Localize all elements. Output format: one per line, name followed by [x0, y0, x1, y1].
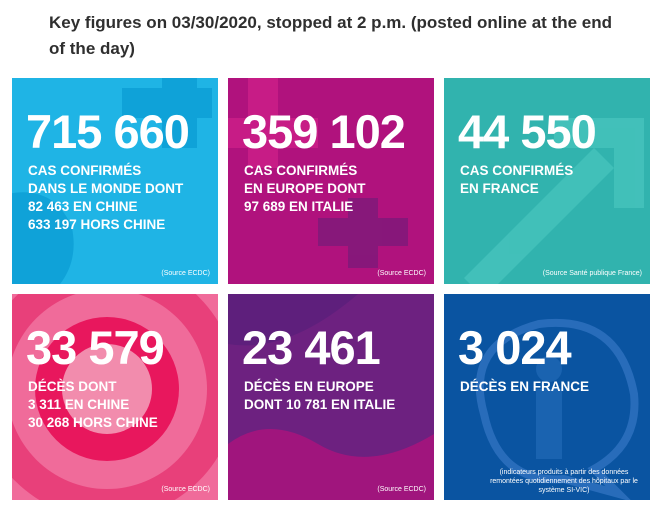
card-source: (Source Santé publique France) — [542, 270, 642, 277]
card-line: 30 268 HORS CHINE — [28, 415, 158, 430]
card-europe-deaths: 23 461 DÉCÈS EN EUROPE DONT 10 781 EN IT… — [228, 294, 434, 500]
card-source: (indicateurs produits à partir des donné… — [490, 469, 638, 494]
key-figures-grid: 715 660 CAS CONFIRMÉS DANS LE MONDE DONT… — [12, 78, 652, 503]
card-description: DÉCÈS DONT 3 311 EN CHINE 30 268 HORS CH… — [28, 378, 158, 432]
card-description: CAS CONFIRMÉS EN EUROPE DONT 97 689 EN I… — [244, 162, 366, 216]
card-world-confirmed: 715 660 CAS CONFIRMÉS DANS LE MONDE DONT… — [12, 78, 218, 284]
card-europe-confirmed: 359 102 CAS CONFIRMÉS EN EUROPE DONT 97 … — [228, 78, 434, 284]
card-line: EN EUROPE DONT — [244, 181, 366, 196]
card-number: 3 024 — [458, 321, 572, 374]
card-source: (Source ECDC) — [161, 486, 210, 493]
numeral-background-graphic — [12, 78, 212, 284]
card-line: CAS CONFIRMÉS — [28, 163, 142, 178]
card-line: CAS CONFIRMÉS — [244, 163, 358, 178]
card-france-deaths: 3 024 DÉCÈS EN FRANCE (indicateurs produ… — [444, 294, 650, 500]
card-description: DÉCÈS EN EUROPE DONT 10 781 EN ITALIE — [244, 378, 395, 414]
wave-background-graphic — [228, 294, 434, 500]
card-world-deaths: 33 579 DÉCÈS DONT 3 311 EN CHINE 30 268 … — [12, 294, 218, 500]
card-line: 3 311 EN CHINE — [28, 397, 130, 412]
card-line: DÉCÈS EN EUROPE — [244, 379, 374, 394]
card-number: 359 102 — [242, 105, 406, 158]
info-bubble-background-graphic — [475, 318, 639, 500]
card-description: CAS CONFIRMÉS DANS LE MONDE DONT 82 463 … — [28, 162, 183, 234]
card-line: EN FRANCE — [460, 181, 539, 196]
card-number: 44 550 — [458, 105, 597, 158]
card-number: 23 461 — [242, 321, 381, 374]
card-number: 33 579 — [26, 321, 165, 374]
card-source: (Source ECDC) — [377, 486, 426, 493]
card-line: CAS CONFIRMÉS — [460, 163, 574, 178]
card-source: (Source ECDC) — [161, 270, 210, 277]
target-background-graphic — [12, 294, 218, 500]
plus-background-graphic — [228, 78, 408, 268]
card-line: DONT 10 781 EN ITALIE — [244, 397, 396, 412]
card-source: (Source ECDC) — [377, 270, 426, 277]
card-line: DÉCÈS DONT — [28, 379, 117, 394]
card-line: 633 197 HORS CHINE — [28, 217, 166, 232]
card-description: CAS CONFIRMÉS EN FRANCE — [460, 162, 573, 198]
arrow-background-graphic — [464, 118, 644, 284]
card-number: 715 660 — [26, 105, 190, 158]
card-line: 97 689 EN ITALIE — [244, 199, 354, 214]
card-line: DANS LE MONDE DONT — [28, 181, 184, 196]
card-line: 82 463 EN CHINE — [28, 199, 138, 214]
card-france-confirmed: 44 550 CAS CONFIRMÉS EN FRANCE (Source S… — [444, 78, 650, 284]
card-line: DÉCÈS EN FRANCE — [460, 379, 590, 394]
page-title: Key figures on 03/30/2020, stopped at 2 … — [49, 13, 613, 58]
card-description: DÉCÈS EN FRANCE — [460, 378, 589, 396]
